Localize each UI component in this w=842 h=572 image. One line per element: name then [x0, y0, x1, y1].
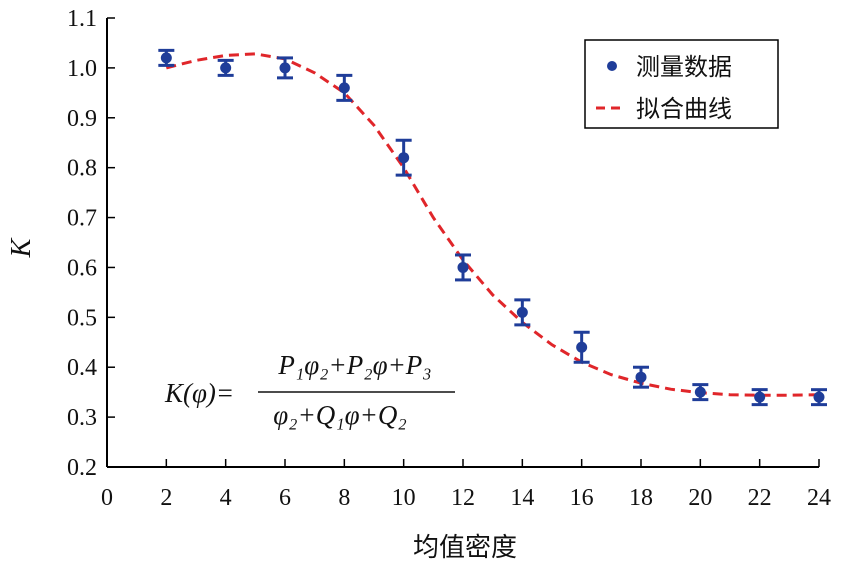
data-point: [217, 58, 234, 77]
data-point: [751, 388, 768, 407]
data-point: [633, 365, 649, 389]
fit-curve-layer: [165, 52, 820, 397]
y-axis-label: K: [6, 237, 37, 258]
data-point-marker: [457, 261, 469, 273]
data-point-marker: [338, 82, 350, 94]
formula-lhs: K(φ)=: [164, 378, 234, 408]
data-point-marker: [754, 391, 766, 403]
data-point-marker: [576, 341, 588, 353]
data-point-marker: [694, 386, 706, 398]
x-tick-label: 24: [807, 485, 831, 511]
data-point: [811, 388, 827, 407]
legend-label-fit: 拟合曲线: [636, 95, 732, 123]
data-point-marker: [160, 52, 172, 64]
data-point-marker: [635, 371, 647, 383]
y-tick-label: 1.0: [67, 56, 97, 82]
data-point: [514, 298, 531, 327]
data-points-layer: [158, 48, 827, 407]
y-tick-label: 0.7: [67, 206, 97, 232]
x-tick-label: 4: [220, 485, 232, 511]
x-tick-label: 6: [279, 485, 291, 511]
data-point-marker: [279, 62, 291, 74]
x-tick-label: 22: [748, 485, 772, 511]
legend-box: [584, 39, 779, 129]
tick-labels-layer: 0 2 4 6 8 10 12 14 16 18 20 22 240.20.30.40.50.60.70…: [67, 6, 831, 511]
fit-curve: [165, 52, 820, 397]
data-point-marker: [813, 391, 825, 403]
y-tick-label: 1.1: [67, 6, 97, 32]
legend-marker-points: [607, 61, 617, 71]
data-point-marker: [398, 152, 410, 164]
y-tick-label: 0.8: [67, 156, 97, 182]
y-tick-label: 0.5: [67, 305, 97, 331]
y-tick-label: 0.9: [67, 106, 97, 132]
data-point: [455, 253, 471, 282]
x-tick-label: 16: [570, 485, 594, 511]
formula-denominator: φ₂+Q₁φ+Q₂: [273, 400, 406, 430]
x-tick-label: 14: [510, 485, 534, 511]
data-point-marker: [220, 62, 232, 74]
legend: 测量数据 拟合曲线: [584, 39, 779, 129]
axes-layer: [106, 17, 820, 468]
y-tick-label: 0.2: [67, 455, 97, 481]
x-tick-label: 12: [451, 485, 475, 511]
data-point: [395, 138, 412, 177]
x-tick-label: 20: [688, 485, 712, 511]
y-tick-label: 0.3: [67, 405, 97, 431]
data-point: [573, 330, 590, 364]
y-tick-label: 0.6: [67, 255, 97, 281]
data-point: [277, 56, 293, 80]
x-tick-label: 0: [101, 485, 113, 511]
x-tick-label: 2: [160, 485, 172, 511]
x-axis-label: 均值密度: [413, 533, 517, 563]
formula-annotation: K(φ)= P₁φ₂+P₂φ+P₃ φ₂+Q₁φ+Q₂: [164, 350, 455, 430]
x-tick-label: 18: [629, 485, 653, 511]
x-tick-label: 10: [392, 485, 416, 511]
data-point: [158, 48, 175, 67]
y-tick-label: 0.4: [67, 355, 97, 381]
data-point: [336, 73, 353, 102]
x-tick-label: 8: [338, 485, 350, 511]
formula-numerator: P₁φ₂+P₂φ+P₃: [277, 350, 431, 380]
data-point-marker: [516, 306, 528, 318]
data-point: [692, 383, 709, 402]
legend-label-points: 测量数据: [636, 53, 732, 81]
